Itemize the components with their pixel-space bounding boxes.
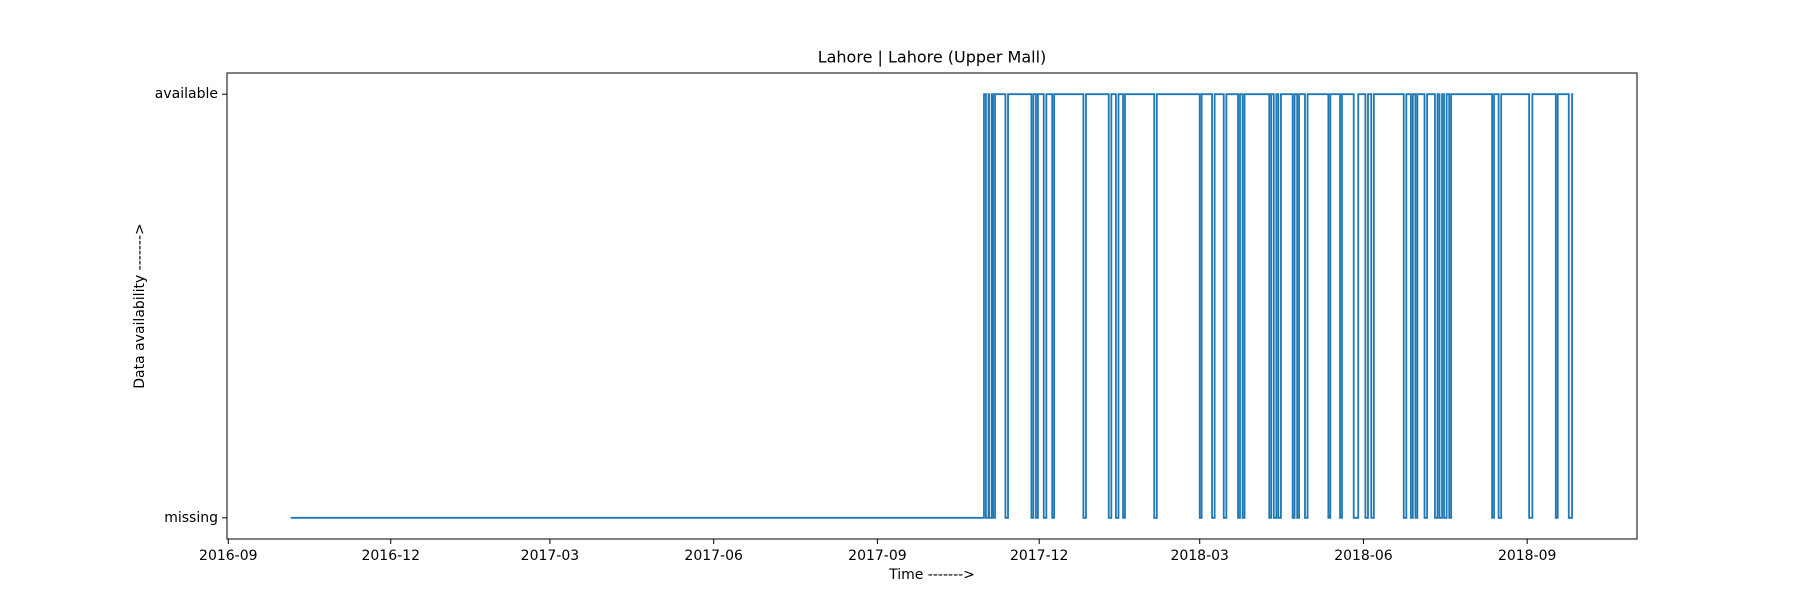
x-tick-label: 2017-09 [848,548,907,564]
x-tick-label: 2017-03 [521,548,580,564]
x-tick-label: 2016-09 [199,548,258,564]
x-tick-label: 2016-12 [361,548,420,564]
x-tick-label: 2018-06 [1334,548,1393,564]
x-axis-label: Time -------> [888,567,975,583]
chart-title: Lahore | Lahore (Upper Mall) [818,48,1047,67]
x-tick-label: 2018-09 [1498,548,1557,564]
y-axis-label: Data availability -------> [132,223,148,389]
x-tick-label: 2018-03 [1170,548,1229,564]
x-tick-label: 2017-06 [684,548,743,564]
y-tick-label: missing [164,510,218,526]
plot-frame [226,72,1638,540]
data-line [290,93,1574,519]
x-tick-label: 2017-12 [1010,548,1069,564]
y-tick-label: available [155,86,218,102]
